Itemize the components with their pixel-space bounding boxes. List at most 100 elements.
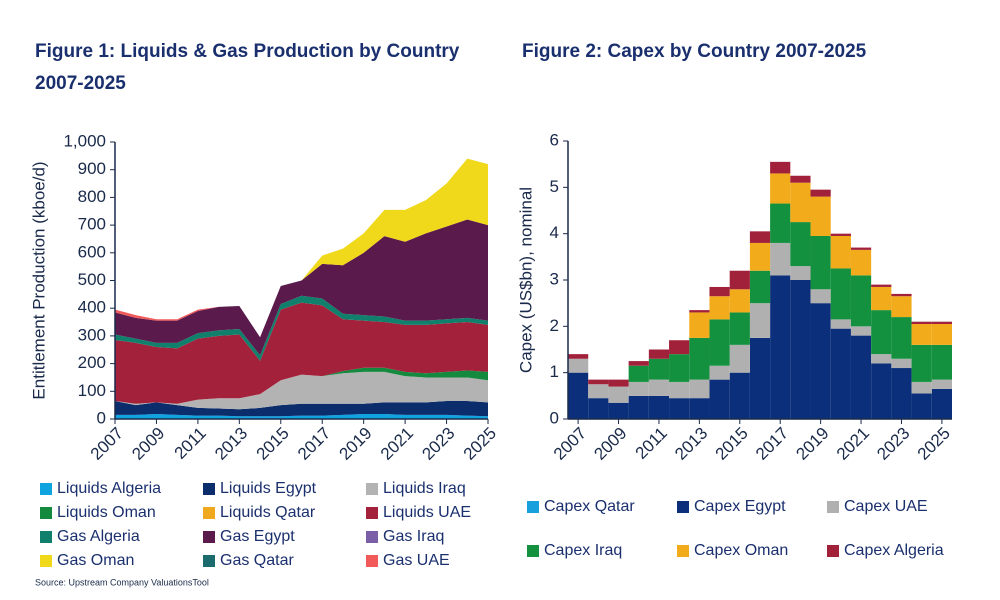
bar-segment bbox=[628, 365, 649, 382]
bar-segment bbox=[709, 365, 730, 380]
bar-segment bbox=[830, 235, 851, 269]
y-tick-label: 400 bbox=[78, 298, 106, 317]
y-tick-label: 700 bbox=[78, 215, 106, 234]
y-tick-label: 6 bbox=[550, 130, 559, 149]
bar-segment bbox=[891, 317, 912, 359]
bar-segment bbox=[628, 395, 649, 419]
legend-swatch bbox=[366, 531, 378, 543]
bar-segment bbox=[588, 398, 609, 419]
bar-segment bbox=[669, 354, 690, 382]
bar-segment bbox=[770, 173, 791, 204]
legend-label: Liquids UAE bbox=[383, 504, 471, 521]
bar-segment bbox=[850, 335, 872, 419]
bar-segment bbox=[911, 344, 932, 382]
legend-swatch bbox=[40, 483, 52, 495]
bar-segment bbox=[830, 319, 851, 329]
y-tick-label: 4 bbox=[550, 223, 559, 242]
bar-segment bbox=[669, 381, 690, 399]
bar-segment bbox=[931, 321, 952, 325]
bar-segment bbox=[911, 324, 932, 345]
y-tick-label: 0 bbox=[97, 408, 106, 427]
bar-segment bbox=[850, 275, 872, 327]
bar-segment bbox=[749, 231, 771, 243]
legend-swatch bbox=[40, 531, 52, 543]
area bbox=[115, 400, 488, 417]
y-axis-label: Capex (US$bn), nominal bbox=[516, 187, 535, 373]
y-tick-label: 1,000 bbox=[63, 131, 106, 150]
bar-segment bbox=[729, 270, 750, 290]
legend-swatch bbox=[827, 545, 839, 557]
legend-label: Liquids Iraq bbox=[383, 480, 466, 497]
y-tick-label: 100 bbox=[78, 381, 106, 400]
bar-segment bbox=[871, 284, 892, 287]
legend-swatch bbox=[203, 483, 215, 495]
bar-segment bbox=[568, 354, 589, 359]
legend-label: Gas Oman bbox=[57, 552, 134, 569]
bar-segment bbox=[689, 312, 710, 338]
legend-swatch bbox=[527, 545, 539, 557]
legend-label: Liquids Qatar bbox=[220, 504, 316, 521]
bar-segment bbox=[689, 310, 710, 313]
bar-segment bbox=[689, 398, 710, 419]
bar-segment bbox=[729, 312, 750, 345]
y-tick-label: 300 bbox=[78, 325, 106, 344]
bar-segment bbox=[608, 402, 629, 419]
x-tick-label: 2021 bbox=[833, 424, 873, 464]
y-tick-label: 900 bbox=[78, 159, 106, 178]
legend-swatch bbox=[366, 507, 378, 519]
bar-segment bbox=[770, 275, 791, 419]
x-tick-label: 2017 bbox=[752, 424, 792, 464]
legend-label: Gas Algeria bbox=[57, 528, 140, 545]
x-tick-label: 2011 bbox=[171, 424, 210, 463]
bar-segment bbox=[931, 344, 952, 380]
bar-segment bbox=[709, 286, 730, 297]
legend-swatch bbox=[40, 555, 52, 567]
bar-segment bbox=[608, 386, 629, 403]
bar-segment bbox=[790, 266, 811, 280]
bar-segment bbox=[770, 203, 791, 243]
legend-label: Capex Algeria bbox=[844, 542, 944, 559]
bar-segment bbox=[850, 247, 872, 250]
legend-swatch bbox=[366, 555, 378, 567]
bar-segment bbox=[810, 235, 831, 290]
x-tick-label: 2021 bbox=[377, 424, 417, 464]
x-tick-label: 2017 bbox=[294, 424, 334, 464]
y-tick-label: 800 bbox=[78, 187, 106, 206]
area bbox=[115, 219, 488, 356]
area bbox=[115, 302, 488, 404]
bar-segment bbox=[871, 354, 892, 364]
bar-segment bbox=[850, 326, 872, 336]
bar-segment bbox=[891, 296, 912, 318]
legend-label: Gas Egypt bbox=[220, 528, 295, 545]
legend-label: Gas UAE bbox=[383, 552, 450, 569]
x-tick-label: 2009 bbox=[590, 424, 630, 464]
bar-segment bbox=[830, 328, 851, 419]
bar-segment bbox=[810, 196, 831, 236]
y-tick-label: 600 bbox=[78, 242, 106, 261]
bar-segment bbox=[850, 249, 872, 276]
bar-segment bbox=[770, 161, 791, 174]
x-tick-label: 2025 bbox=[460, 424, 500, 464]
y-tick-label: 0 bbox=[550, 408, 559, 427]
bar-segment bbox=[648, 395, 670, 419]
bar-segment bbox=[830, 268, 851, 320]
bar-segment bbox=[689, 337, 710, 380]
bar-segment bbox=[709, 296, 730, 320]
legend-label: Capex Oman bbox=[694, 542, 788, 559]
legend-label: Liquids Oman bbox=[57, 504, 156, 521]
x-tick-label: 2007 bbox=[550, 424, 590, 464]
legend-swatch bbox=[203, 507, 215, 519]
x-tick-label: 2019 bbox=[792, 424, 832, 464]
legend-label: Liquids Egypt bbox=[220, 480, 317, 497]
legend-swatch bbox=[366, 483, 378, 495]
bar-segment bbox=[790, 222, 811, 267]
x-tick-label: 2023 bbox=[418, 424, 458, 464]
legend-label: Capex Iraq bbox=[544, 542, 622, 559]
bar-segment bbox=[749, 270, 771, 304]
legend-swatch bbox=[203, 555, 215, 567]
bar-segment bbox=[830, 233, 851, 236]
chart-title: Figure 1: Liquids & Gas Production by Co… bbox=[35, 41, 460, 94]
bar-segment bbox=[911, 381, 932, 394]
